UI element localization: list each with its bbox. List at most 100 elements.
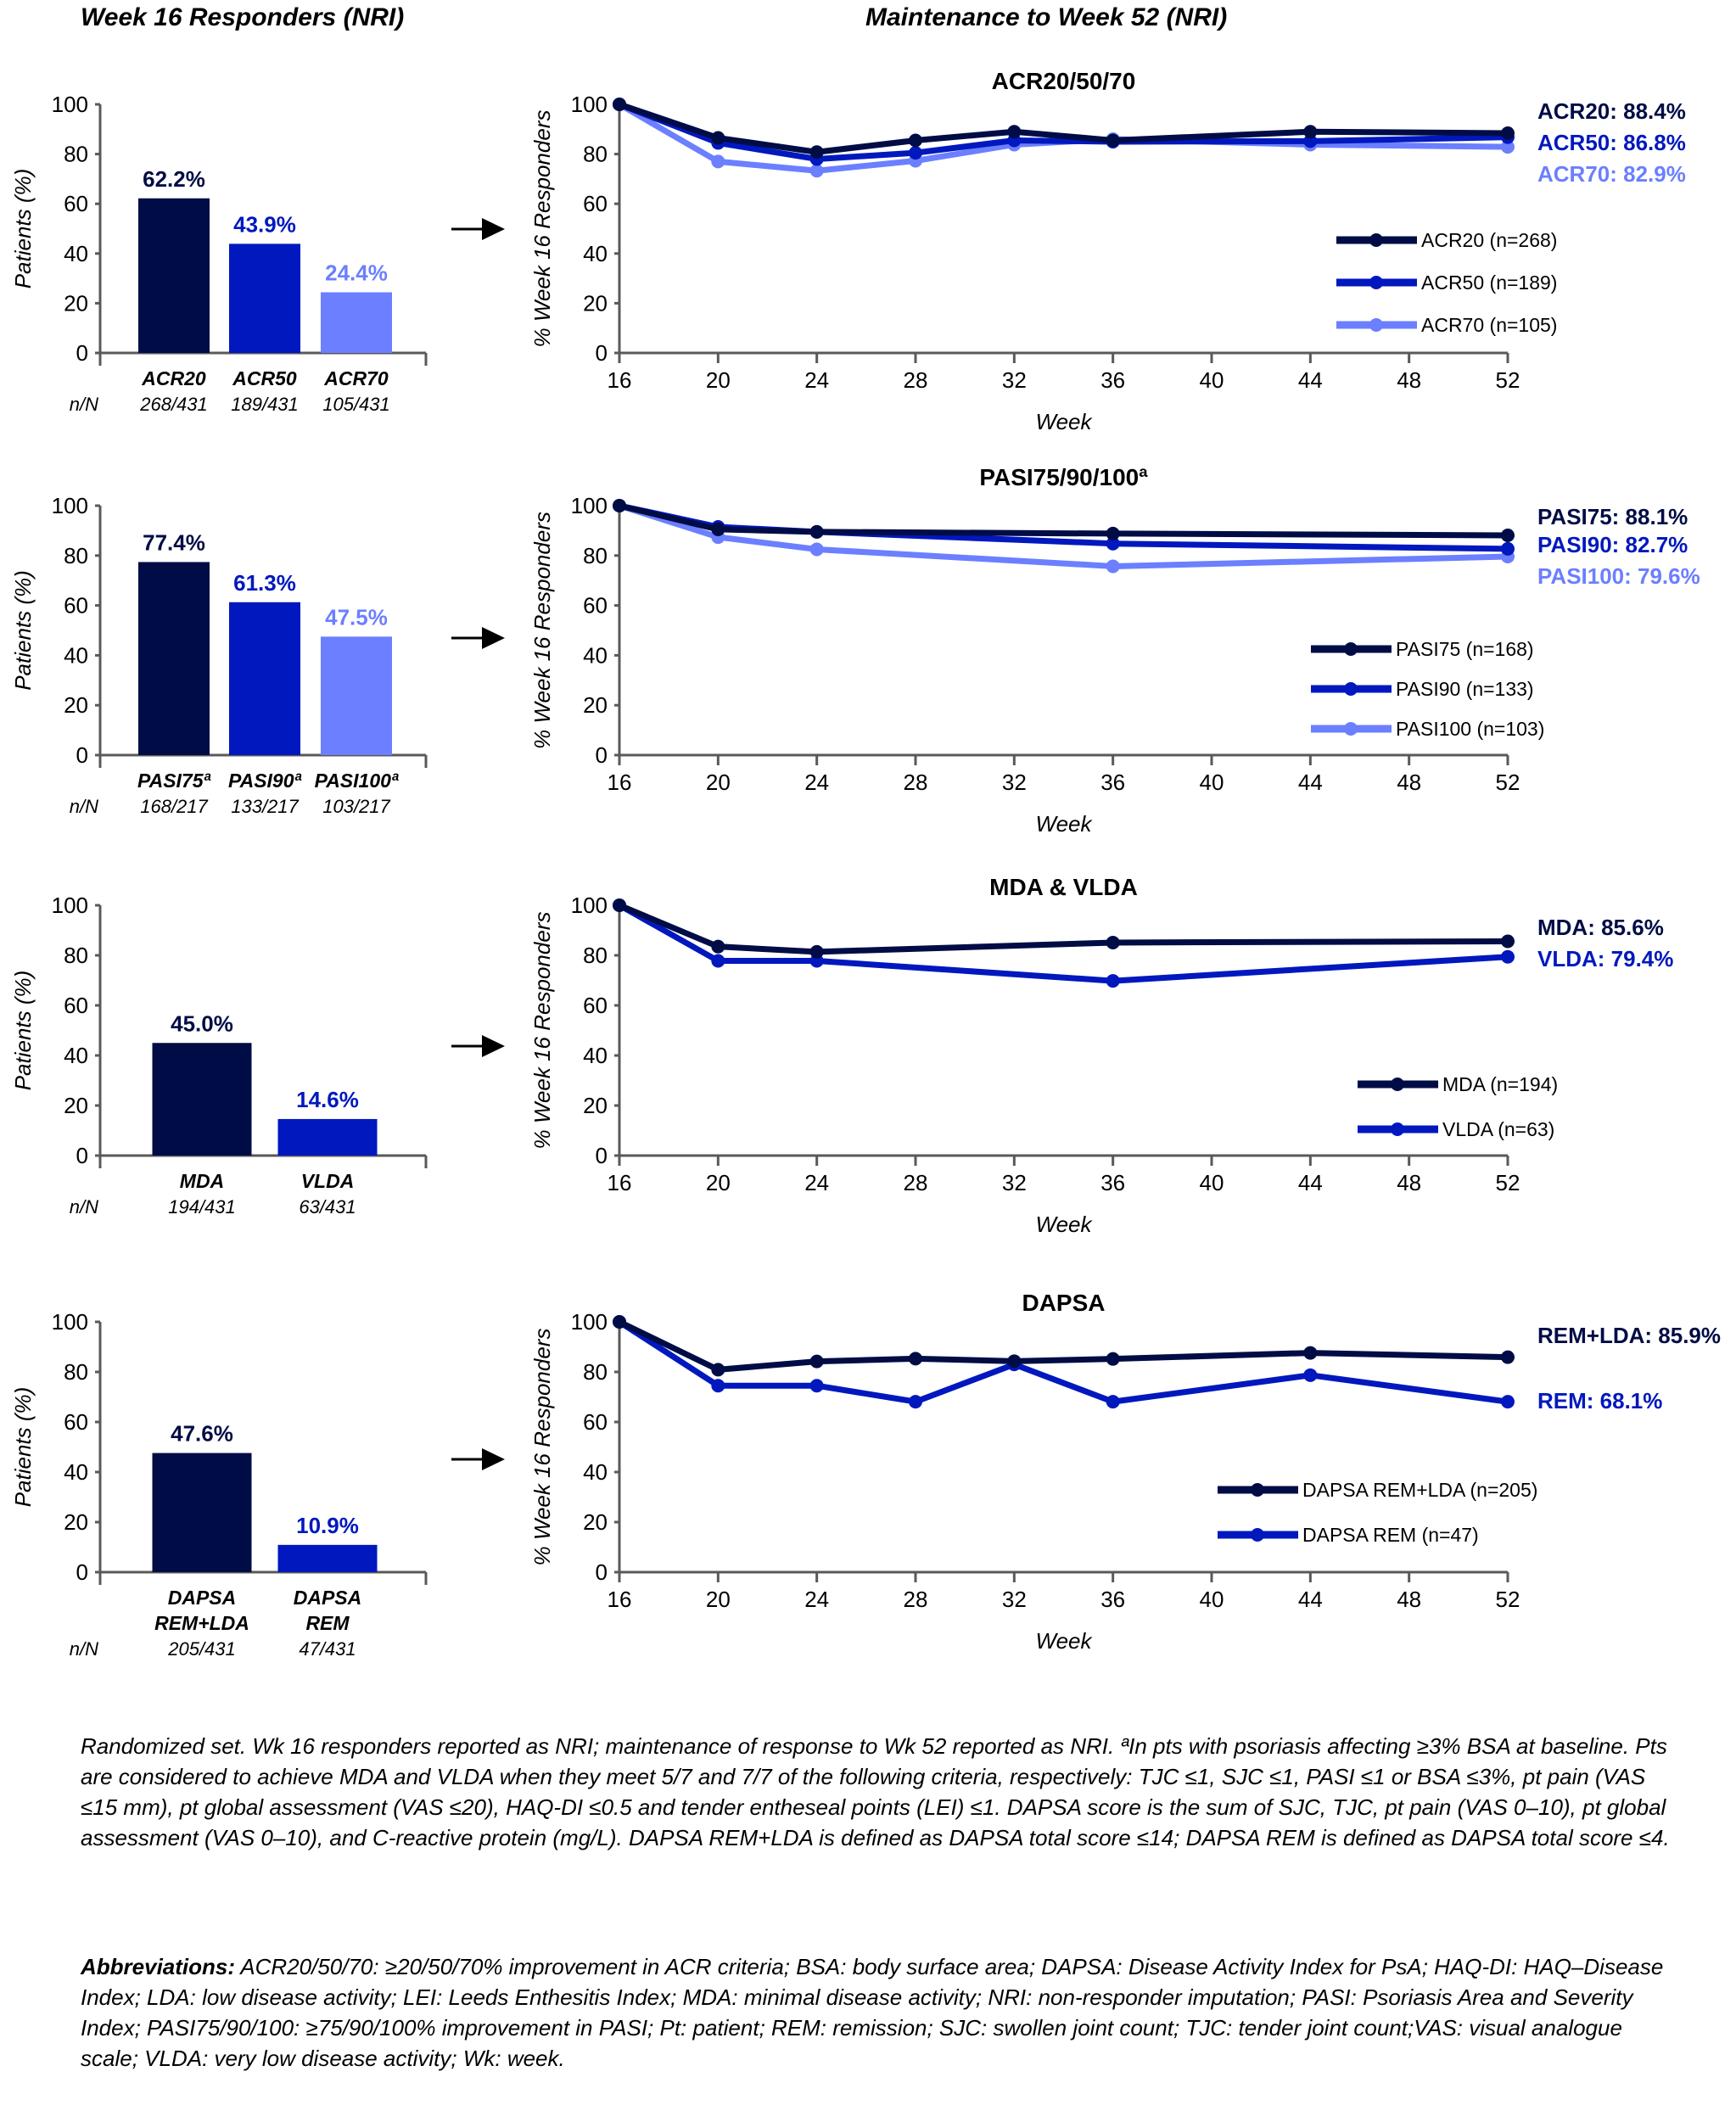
x-tick-label: 36 [1100,770,1125,795]
data-point [711,131,725,145]
x-tick-label: 20 [706,1587,731,1612]
x-tick-label: 32 [1002,1587,1027,1612]
n-over-N-label: n/N [70,1196,98,1218]
bar-chart-bar-acr: 0 20 40 60 80 100 Patients (%) 62.2% ACR20 268/43… [10,92,505,415]
bar-value-label: 77.4% [143,529,205,555]
end-value-label: REM+LDA: 85.9% [1537,1323,1721,1348]
data-point [1106,133,1120,148]
chart-title: DAPSA [1022,1290,1105,1316]
y-tick-label: 60 [583,993,608,1018]
arrow-right-icon [482,1035,505,1057]
x-tick-label: 24 [804,770,829,795]
abbreviations-label: Abbreviations: [81,1954,236,1979]
x-tick-label: 40 [1200,367,1224,393]
y-tick-label: 0 [596,1559,608,1585]
bar-acr50 [229,244,300,353]
bar-value-label: 62.2% [143,166,205,192]
legend-label: ACR70 (n=105) [1421,314,1557,336]
legend-marker [1344,642,1358,656]
legend-marker [1369,276,1383,289]
bar-dapsa-rem [277,1544,378,1572]
y-tick-label: 80 [583,1359,608,1385]
legend-item: ACR20 (n=268) [1336,229,1557,251]
n-over-N-value: 205/431 [167,1638,236,1660]
bar-value-label: 47.6% [171,1421,233,1447]
y-axis-label: % Week 16 Responders [529,912,555,1150]
category-label: REM [305,1612,350,1634]
legend-label: PASI75 (n=168) [1396,638,1534,660]
y-tick-label: 40 [64,1459,88,1485]
data-point [809,145,824,160]
y-tick-label: 40 [583,642,608,668]
x-tick-label: 36 [1100,1587,1125,1612]
end-value-label: REM: 68.1% [1537,1388,1662,1413]
y-tick-label: 60 [583,593,608,619]
x-axis-label: Week [1036,409,1094,434]
end-value-label: ACR50: 86.8% [1537,130,1686,155]
x-tick-label: 40 [1200,1587,1224,1612]
x-tick-label: 36 [1100,1170,1125,1195]
x-tick-label: 28 [904,1170,928,1195]
data-point [1106,935,1120,949]
legend-item: VLDA (n=63) [1358,1118,1554,1140]
n-over-N-value: 194/431 [168,1196,236,1218]
arrow-right-icon [482,218,505,240]
data-point [1106,536,1120,551]
bar-pasi75- [138,562,210,755]
legend-marker [1344,682,1358,696]
category-label: PASI75ª [137,770,211,792]
x-axis-label: Week [1036,1628,1094,1654]
x-tick-label: 44 [1298,1587,1323,1612]
data-point [809,542,824,557]
series-line-dapsa-rem-lda [618,1318,1509,1373]
legend-label: DAPSA REM+LDA (n=205) [1302,1479,1537,1501]
n-over-N-label: n/N [70,394,98,415]
legend-marker [1391,1122,1404,1136]
line-chart-line-acr: ACR20/50/70 0 20 40 60 80 100 16 20 24 28 32 36 40 44 4… [529,68,1686,434]
y-tick-label: 100 [52,493,88,518]
data-point [1501,126,1515,140]
bar-pasi100- [321,636,392,755]
x-axis-label: Week [1036,811,1094,837]
data-point [1303,134,1318,148]
data-point [909,1352,922,1366]
x-tick-label: 44 [1298,770,1323,795]
category-label: ACR70 [323,367,389,389]
x-tick-label: 52 [1496,1170,1520,1195]
chart-title: MDA & VLDA [989,874,1138,900]
y-axis-label: % Week 16 Responders [529,1329,555,1566]
week16-header: Week 16 Responders (NRI) [81,3,405,31]
y-tick-label: 80 [64,543,88,568]
x-tick-label: 48 [1397,770,1421,795]
end-value-label: ACR70: 82.9% [1537,161,1686,187]
end-value-label: MDA: 85.6% [1537,915,1664,940]
y-tick-label: 100 [52,1309,88,1335]
data-point [1303,1368,1318,1382]
y-tick-label: 80 [64,1359,88,1385]
x-tick-label: 24 [804,1170,829,1195]
y-tick-label: 0 [596,1143,608,1168]
data-point [1106,526,1120,540]
x-tick-label: 52 [1496,770,1520,795]
data-point [711,954,725,968]
y-tick-label: 100 [52,893,88,918]
bar-value-label: 45.0% [171,1010,233,1036]
y-tick-label: 40 [583,1043,608,1068]
data-point [1106,1352,1120,1366]
data-point [1501,140,1515,154]
y-tick-label: 40 [64,642,88,668]
data-point [711,522,725,536]
end-value-label: ACR20: 88.4% [1537,98,1686,124]
data-point [711,1363,725,1377]
data-point [1007,1354,1022,1369]
n-over-N-value: 168/217 [140,796,208,817]
arrow-right-icon [482,627,505,649]
series-line-acr50 [618,101,1509,162]
data-point [809,164,824,178]
bar-vlda [277,1118,378,1156]
bar-value-label: 47.5% [325,604,388,630]
data-point [1501,934,1515,949]
legend-item: ACR50 (n=189) [1336,271,1557,294]
legend-label: MDA (n=194) [1442,1073,1558,1095]
arrow-right-icon [482,1448,505,1470]
